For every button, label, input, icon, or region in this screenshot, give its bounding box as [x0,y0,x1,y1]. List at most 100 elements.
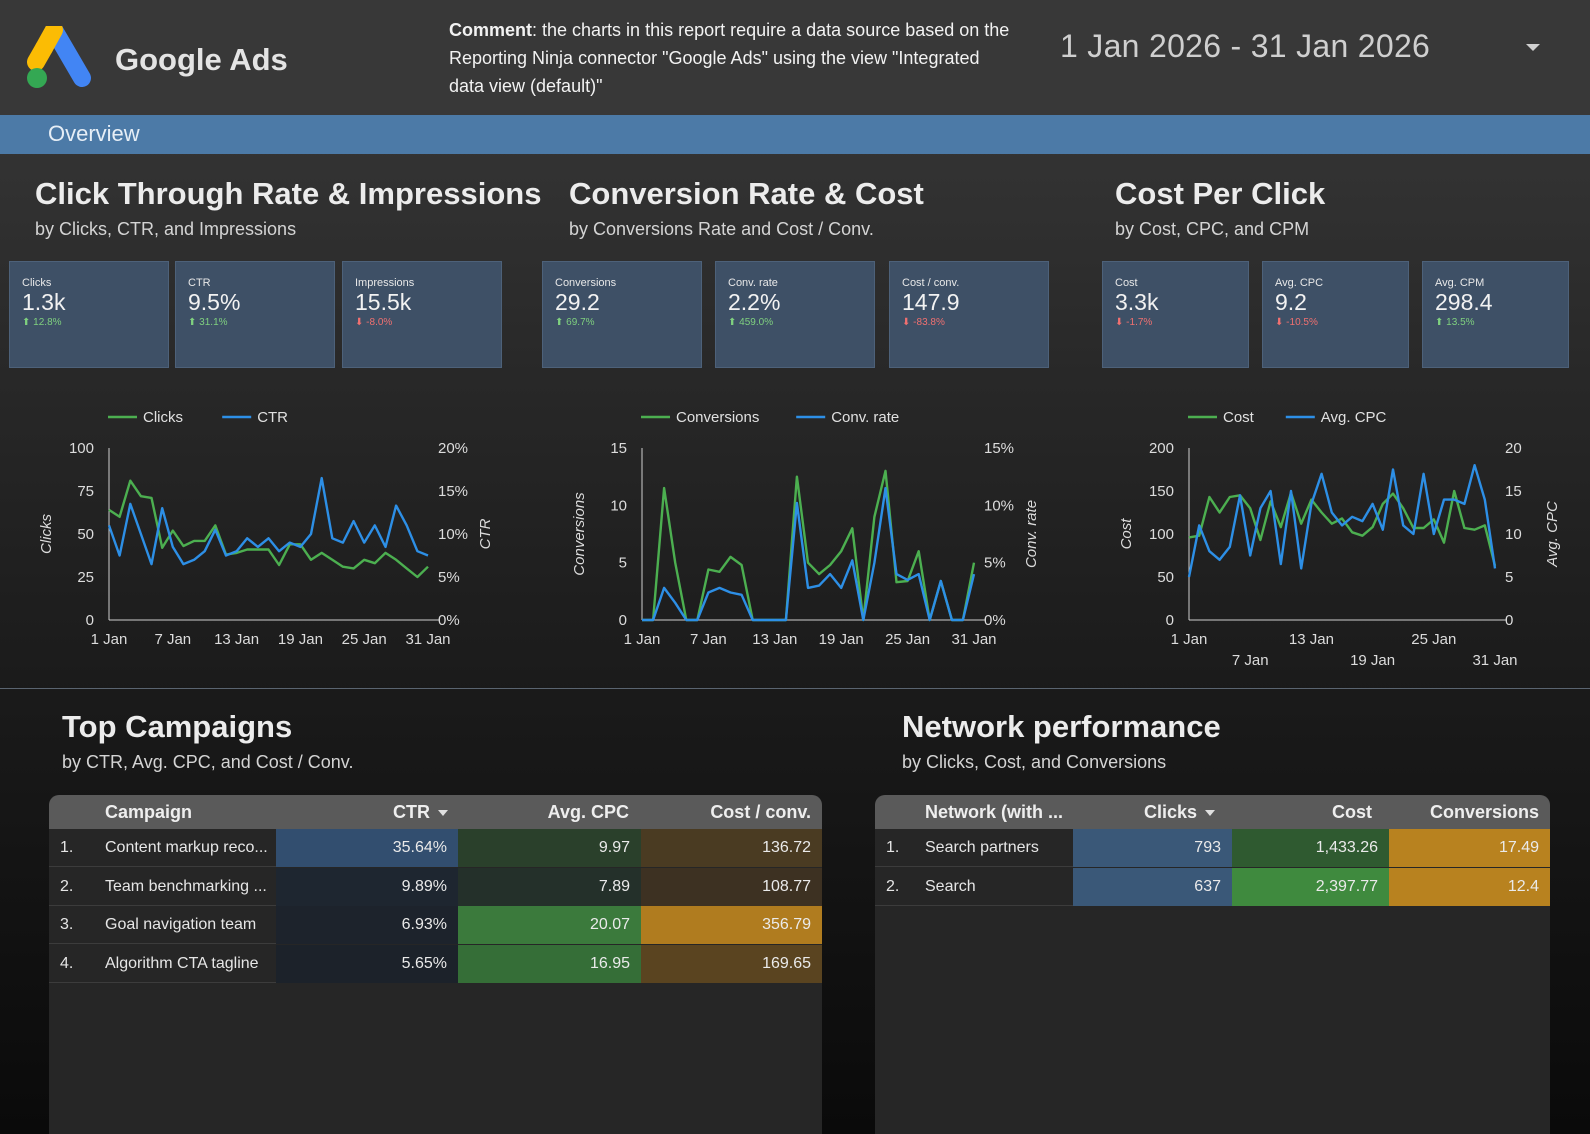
network-name: Search partners [925,839,1039,856]
col-network[interactable]: Network (with ... [925,802,1064,822]
y-axis-title: Cost [1118,518,1135,550]
chevron-down-icon[interactable] [1526,44,1540,51]
cost-conv-value: 108.77 [762,877,811,895]
legend-label[interactable]: Avg. CPC [1321,409,1387,426]
series-line-cost[interactable] [1188,489,1497,567]
kpi-label: CTR [188,277,211,289]
cost-conv-cell: 356.79 [641,906,822,944]
y-tick-label: 75 [77,483,94,500]
col-avg-cpc[interactable]: Avg. CPC [547,802,629,822]
section-title-cpc: Cost Per Click [1115,176,1326,211]
x-tick-label: 13 Jan [214,631,259,648]
kpi-card[interactable]: CTR 9.5% ⬆ 31.1% [175,261,335,368]
y-tick-label: 150 [1149,483,1174,500]
tab-overview[interactable]: Overview [48,121,140,146]
kpi-value: 9.5% [188,289,241,315]
col-campaign[interactable]: Campaign [105,802,193,822]
x-tick-label: 7 Jan [154,631,191,648]
series-line-ctr[interactable] [107,476,429,566]
col-clicks-label: Clicks [1143,802,1197,822]
x-tick-label: 31 Jan [951,631,996,648]
page-nav-bar: Overview [0,115,1590,154]
report-header: Google Ads Comment: the charts in this r… [0,0,1590,115]
kpi-card[interactable]: Conversions 29.2 ⬆ 69.7% [542,261,702,368]
kpi-card[interactable]: Cost / conv. 147.9 ⬇ -83.8% [889,261,1049,368]
kpi-card[interactable]: Avg. CPM 298.4 ⬆ 13.5% [1422,261,1569,368]
series-line-clicks[interactable] [108,479,429,579]
kpi-card[interactable]: Clicks 1.3k ⬆ 12.8% [9,261,169,368]
kpi-value: 2.2% [728,289,781,315]
x-tick-label: 19 Jan [278,631,323,648]
sort-desc-icon [1205,810,1215,817]
x-tick-label: 25 Jan [1411,631,1456,648]
series-line-conv-rate[interactable] [642,486,976,622]
y2-tick-label: 20 [1505,440,1522,457]
arrow-up-icon: ⬆ [1435,317,1444,328]
legend-label[interactable]: CTR [257,409,288,426]
cost-conv-value: 169.65 [762,954,811,972]
y2-axis-title: Avg. CPC [1544,501,1561,568]
legend-label[interactable]: Conv. rate [831,409,899,426]
col-ctr[interactable]: CTR [393,802,448,823]
kpi-value: 9.2 [1275,289,1307,315]
legend-label[interactable]: Conversions [676,409,759,426]
kpi-delta: ⬆ 12.8% [22,317,62,328]
campaigns-title: Top Campaigns [62,709,293,744]
table-row[interactable]: 2. Team benchmarking ... 9.89% 7.89 108.… [49,867,822,906]
kpi-label: Clicks [22,277,52,289]
kpi-card[interactable]: Avg. CPC 9.2 ⬇ -10.5% [1262,261,1409,368]
network-table: Network (with ... Clicks Cost Conversion… [875,795,1550,1134]
legend-label[interactable]: Cost [1223,409,1255,426]
table-row[interactable]: 3. Goal navigation team 6.93% 20.07 356.… [49,906,822,944]
google-ads-logo-icon [27,26,91,88]
y2-tick-label: 15 [1505,483,1522,500]
kpi-card[interactable]: Conv. rate 2.2% ⬆ 459.0% [715,261,875,368]
kpi-card[interactable]: Impressions 15.5k ⬇ -8.0% [342,261,502,368]
network-title: Network performance [902,709,1221,744]
campaign-name: Content markup reco... [105,839,268,856]
cpc-cell: 16.95 [458,944,641,983]
col-clicks[interactable]: Clicks [1144,802,1215,823]
col-cost-conv[interactable]: Cost / conv. [710,802,811,822]
y2-tick-label: 20% [438,440,468,457]
kpi-label: Avg. CPM [1435,277,1485,289]
row-index: 1. [886,839,900,856]
campaigns-subtitle: by CTR, Avg. CPC, and Cost / Conv. [62,752,354,772]
kpi-value: 29.2 [555,289,600,315]
col-cost[interactable]: Cost [1332,802,1372,822]
kpi-value: 147.9 [902,289,960,315]
kpi-label: Cost [1115,277,1138,289]
x-tick-label: 1 Jan [91,631,128,648]
ctr-cell: 9.89% [276,867,458,906]
campaigns-table: Campaign CTR Avg. CPC Cost / conv. 1. Co… [49,795,822,1134]
kpi-delta-value: -8.0% [366,317,393,328]
arrow-down-icon: ⬇ [1115,317,1124,328]
y-tick-label: 15 [610,440,627,457]
table-row[interactable]: 4. Algorithm CTA tagline 5.65% 16.95 169… [49,944,822,983]
kpi-delta: ⬇ -83.8% [902,317,945,328]
cost-cell: 2,397.77 [1232,867,1389,906]
date-range-picker[interactable]: 1 Jan 2026 - 31 Jan 2026 [1060,28,1540,70]
kpi-delta-value: 459.0% [739,317,774,328]
ctr-cell: 5.65% [276,944,458,983]
table-row[interactable]: 2. Search 637 2,397.77 12.4 [875,867,1550,906]
col-ctr-label: CTR [393,802,430,822]
campaigns-table-header: Campaign CTR Avg. CPC Cost / conv. [49,795,822,829]
ctr-cell: 35.64% [276,829,458,867]
kpi-card[interactable]: Cost 3.3k ⬇ -1.7% [1102,261,1249,368]
cost-conv-cell: 136.72 [641,829,822,867]
y-tick-label: 0 [619,612,627,629]
col-conversions[interactable]: Conversions [1429,802,1539,822]
legend-label[interactable]: Clicks [143,409,183,426]
table-row[interactable]: 1. Content markup reco... 35.64% 9.97 13… [49,829,822,867]
series-line-avg-cpc[interactable] [1187,463,1497,578]
kpi-delta: ⬆ 69.7% [555,317,595,328]
y2-axis-title: CTR [477,518,494,549]
y2-tick-label: 0% [438,612,460,629]
y2-tick-label: 0% [984,612,1006,629]
table-row[interactable]: 1. Search partners 793 1,433.26 17.49 [875,829,1550,867]
kpi-label: Conv. rate [728,277,778,289]
y2-tick-label: 0 [1505,612,1513,629]
section-subtitle-conversion: by Conversions Rate and Cost / Conv. [569,219,874,239]
